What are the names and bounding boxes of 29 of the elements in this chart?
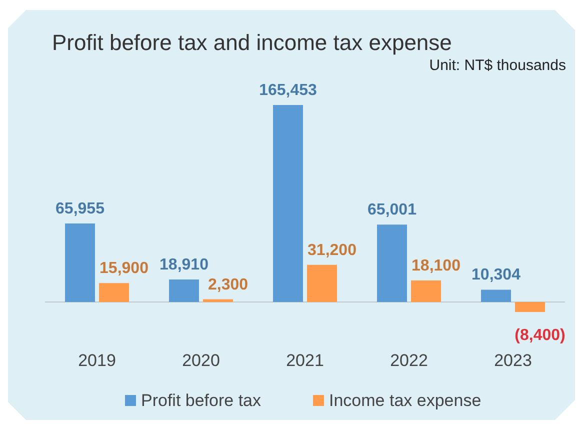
data-label: 65,001 — [368, 202, 417, 219]
legend-label: Income tax expense — [329, 391, 482, 410]
data-label: 18,910 — [160, 256, 209, 274]
data-label: 18,100 — [412, 257, 461, 274]
x-tick-label: 2023 — [494, 351, 532, 370]
data-label: 10,304 — [472, 266, 521, 284]
bar — [307, 264, 337, 302]
text: Unit: NT$ thousands — [429, 57, 566, 74]
chart-title: Profit before tax and income tax expense — [52, 30, 452, 55]
data-label: (8,400) — [514, 327, 566, 344]
x-tick-label: 2020 — [182, 351, 220, 370]
data-label: 31,200 — [308, 242, 357, 259]
bar — [273, 105, 303, 302]
data-label: 15,900 — [100, 260, 149, 278]
bar — [515, 302, 545, 312]
data-label: 165,453 — [259, 82, 318, 99]
data-label: 2,300 — [208, 276, 248, 294]
data-label: 65,955 — [56, 200, 105, 218]
legend-label: Profit before tax — [141, 391, 262, 410]
bar — [169, 279, 199, 302]
bar — [411, 280, 441, 302]
bar — [481, 290, 511, 302]
bar — [203, 299, 233, 302]
x-tick-label: 2021 — [286, 351, 324, 370]
bar — [377, 224, 407, 302]
x-tick-label: 2022 — [390, 351, 428, 370]
x-tick-label: 2019 — [78, 351, 116, 370]
bar — [99, 283, 129, 302]
bar — [65, 223, 95, 302]
